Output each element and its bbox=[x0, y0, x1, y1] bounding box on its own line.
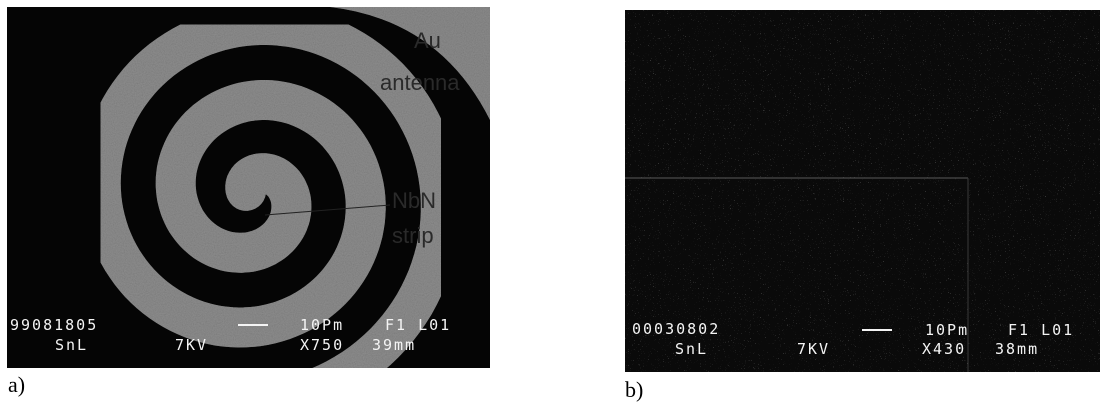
micrograph-b bbox=[625, 10, 1100, 372]
image-id: 99081805 bbox=[10, 316, 98, 334]
page: {"panels": [ {"label": "a)", "annotation… bbox=[0, 0, 1100, 407]
field: F1 L01 bbox=[1008, 321, 1074, 339]
annotation: antenna bbox=[380, 70, 460, 95]
annotation: Au bbox=[414, 28, 441, 53]
figure: Au antenna NbN strip 99081805 10Pm F1 L0… bbox=[0, 0, 1100, 407]
annotation: strip bbox=[392, 223, 434, 248]
distance: 38mm bbox=[995, 340, 1039, 358]
operator: SnL bbox=[675, 340, 708, 358]
scale: 10Pm bbox=[300, 316, 344, 334]
annotation: NbN bbox=[392, 188, 436, 213]
operator: SnL bbox=[55, 336, 88, 354]
magnification: X750 bbox=[300, 336, 344, 354]
image-id: 00030802 bbox=[632, 320, 720, 338]
panel-label: a) bbox=[8, 372, 25, 397]
voltage: 7KV bbox=[175, 336, 208, 354]
voltage: 7KV bbox=[797, 340, 830, 358]
scale: 10Pm bbox=[925, 321, 969, 339]
distance: 39mm bbox=[372, 336, 416, 354]
magnification: X430 bbox=[922, 340, 966, 358]
field: F1 L01 bbox=[385, 316, 451, 334]
panel-label: b) bbox=[625, 377, 643, 402]
